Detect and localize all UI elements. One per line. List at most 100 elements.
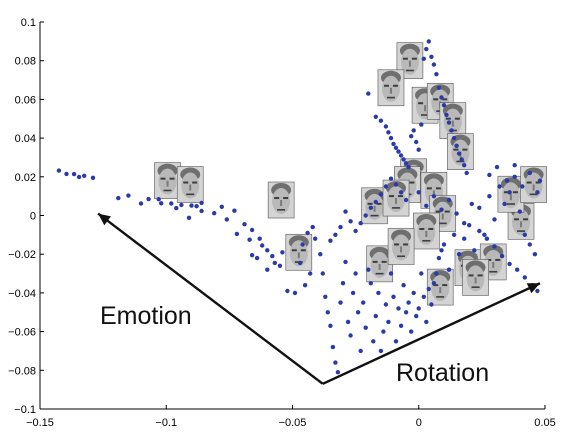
data-point <box>431 281 437 286</box>
data-point <box>396 306 401 311</box>
data-point <box>338 224 343 230</box>
data-point <box>320 271 325 276</box>
data-point <box>469 201 474 207</box>
data-point <box>179 202 184 208</box>
data-point <box>441 103 447 108</box>
data-point <box>522 232 527 237</box>
y-tick-label: 0.1 <box>21 17 36 29</box>
data-point <box>401 157 406 162</box>
data-point <box>439 95 444 100</box>
data-point <box>146 196 151 202</box>
data-point <box>189 203 194 208</box>
data-point <box>232 208 237 213</box>
data-point <box>449 128 454 133</box>
arrow-shaft <box>322 282 541 385</box>
data-point <box>330 344 336 350</box>
data-points-layer <box>56 39 543 375</box>
data-point <box>116 195 121 201</box>
data-point <box>254 255 260 261</box>
data-point <box>212 211 217 216</box>
data-point <box>537 178 543 183</box>
data-point <box>477 205 482 210</box>
data-point <box>366 91 371 96</box>
data-point <box>409 134 414 139</box>
data-point <box>355 310 361 315</box>
data-point <box>272 260 277 266</box>
data-point <box>386 319 391 325</box>
data-point <box>419 271 424 276</box>
data-point <box>260 243 265 248</box>
data-point <box>401 283 406 288</box>
data-point <box>484 236 490 241</box>
data-point <box>313 236 318 241</box>
data-point <box>265 248 270 253</box>
data-point <box>366 267 371 272</box>
data-point <box>373 199 378 205</box>
data-point <box>487 194 492 199</box>
data-point <box>257 236 262 241</box>
data-point <box>441 242 447 247</box>
data-point <box>411 128 416 133</box>
data-point <box>434 72 439 77</box>
data-point <box>265 267 270 272</box>
data-point <box>82 173 87 178</box>
data-point <box>515 267 520 272</box>
arrow-shaft <box>97 212 324 385</box>
x-tick-labels: −0.15 −0.1 −0.05 0 0.05 <box>26 417 556 429</box>
data-point <box>383 302 389 307</box>
data-point <box>156 197 161 202</box>
data-point <box>277 263 283 268</box>
data-point <box>517 209 522 214</box>
data-point <box>403 310 409 315</box>
face-thumbnail <box>396 42 424 80</box>
data-point <box>456 252 462 257</box>
data-point <box>398 190 404 195</box>
data-point <box>504 178 510 183</box>
data-point <box>436 85 442 91</box>
data-point <box>363 325 368 330</box>
data-point <box>292 290 298 296</box>
data-point <box>159 201 164 206</box>
data-point <box>345 319 351 325</box>
y-tick-label: 0 <box>30 211 36 223</box>
data-point <box>482 232 487 237</box>
data-point <box>527 170 532 176</box>
data-point <box>305 230 310 236</box>
data-point <box>446 120 452 125</box>
y-tick-labels: 0.1 0.08 0.06 0.04 0.02 0 −0.02 −0.04 −0.06 −0.08… <box>8 17 36 416</box>
data-point <box>353 228 358 234</box>
data-point <box>424 319 429 325</box>
data-point <box>459 157 464 162</box>
data-point <box>328 238 333 243</box>
data-point <box>411 290 416 296</box>
data-point <box>343 259 348 265</box>
data-point <box>318 252 323 257</box>
data-point <box>424 46 429 52</box>
y-tick-label: 0.02 <box>15 172 36 184</box>
data-point <box>494 164 500 170</box>
face-thumbnail <box>285 233 313 271</box>
data-point <box>302 283 308 288</box>
data-point <box>333 232 338 237</box>
data-point <box>454 143 459 148</box>
data-point <box>431 194 437 199</box>
data-point <box>439 248 444 253</box>
data-point <box>371 339 376 344</box>
data-point <box>376 290 381 296</box>
data-point <box>424 203 429 208</box>
data-point <box>270 253 275 259</box>
data-point <box>429 302 434 307</box>
data-point <box>393 339 399 344</box>
data-point <box>199 208 204 214</box>
data-point <box>249 227 255 233</box>
data-point <box>431 62 437 67</box>
data-point <box>358 221 363 226</box>
data-point <box>194 204 199 209</box>
data-point <box>456 151 462 156</box>
data-point <box>186 215 192 220</box>
data-point <box>398 323 404 328</box>
data-point <box>507 190 512 195</box>
data-point <box>340 281 346 286</box>
data-point <box>388 176 394 181</box>
face-thumbnail <box>267 181 295 219</box>
